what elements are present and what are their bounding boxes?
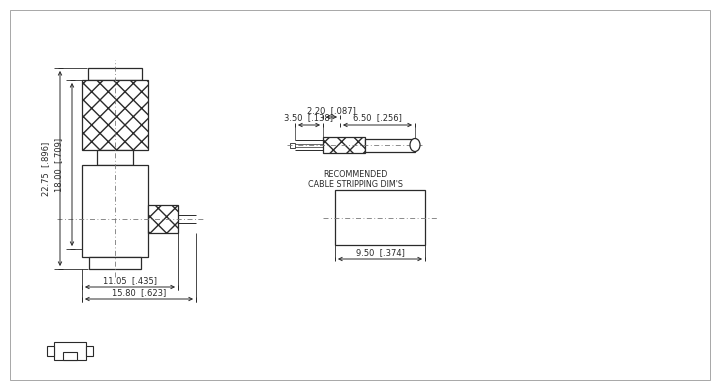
Bar <box>97 150 133 165</box>
Bar <box>323 137 365 153</box>
Text: 11.05  [.435]: 11.05 [.435] <box>103 277 157 285</box>
Bar <box>148 205 178 233</box>
Bar <box>86 346 93 356</box>
Text: 18.00  [.709]: 18.00 [.709] <box>55 137 63 191</box>
Text: 3.50  [.138]: 3.50 [.138] <box>284 113 333 122</box>
Bar <box>290 142 295 147</box>
Bar <box>365 138 415 151</box>
Text: 9.50  [.374]: 9.50 [.374] <box>356 248 405 257</box>
Bar <box>88 68 142 80</box>
Bar <box>63 352 77 360</box>
Text: RECOMMENDED
CABLE STRIPPING DIM'S: RECOMMENDED CABLE STRIPPING DIM'S <box>307 170 402 190</box>
Bar <box>335 190 425 245</box>
Text: 15.80  [.623]: 15.80 [.623] <box>112 289 166 298</box>
Text: 22.75  [.896]: 22.75 [.896] <box>42 142 50 196</box>
Ellipse shape <box>410 138 420 151</box>
Bar <box>54 342 86 360</box>
Bar <box>89 257 141 269</box>
Bar <box>82 165 148 257</box>
Text: 2.20  [.087]: 2.20 [.087] <box>307 106 356 115</box>
Bar <box>82 80 148 150</box>
Text: 6.50  [.256]: 6.50 [.256] <box>353 113 402 122</box>
Bar <box>47 346 54 356</box>
